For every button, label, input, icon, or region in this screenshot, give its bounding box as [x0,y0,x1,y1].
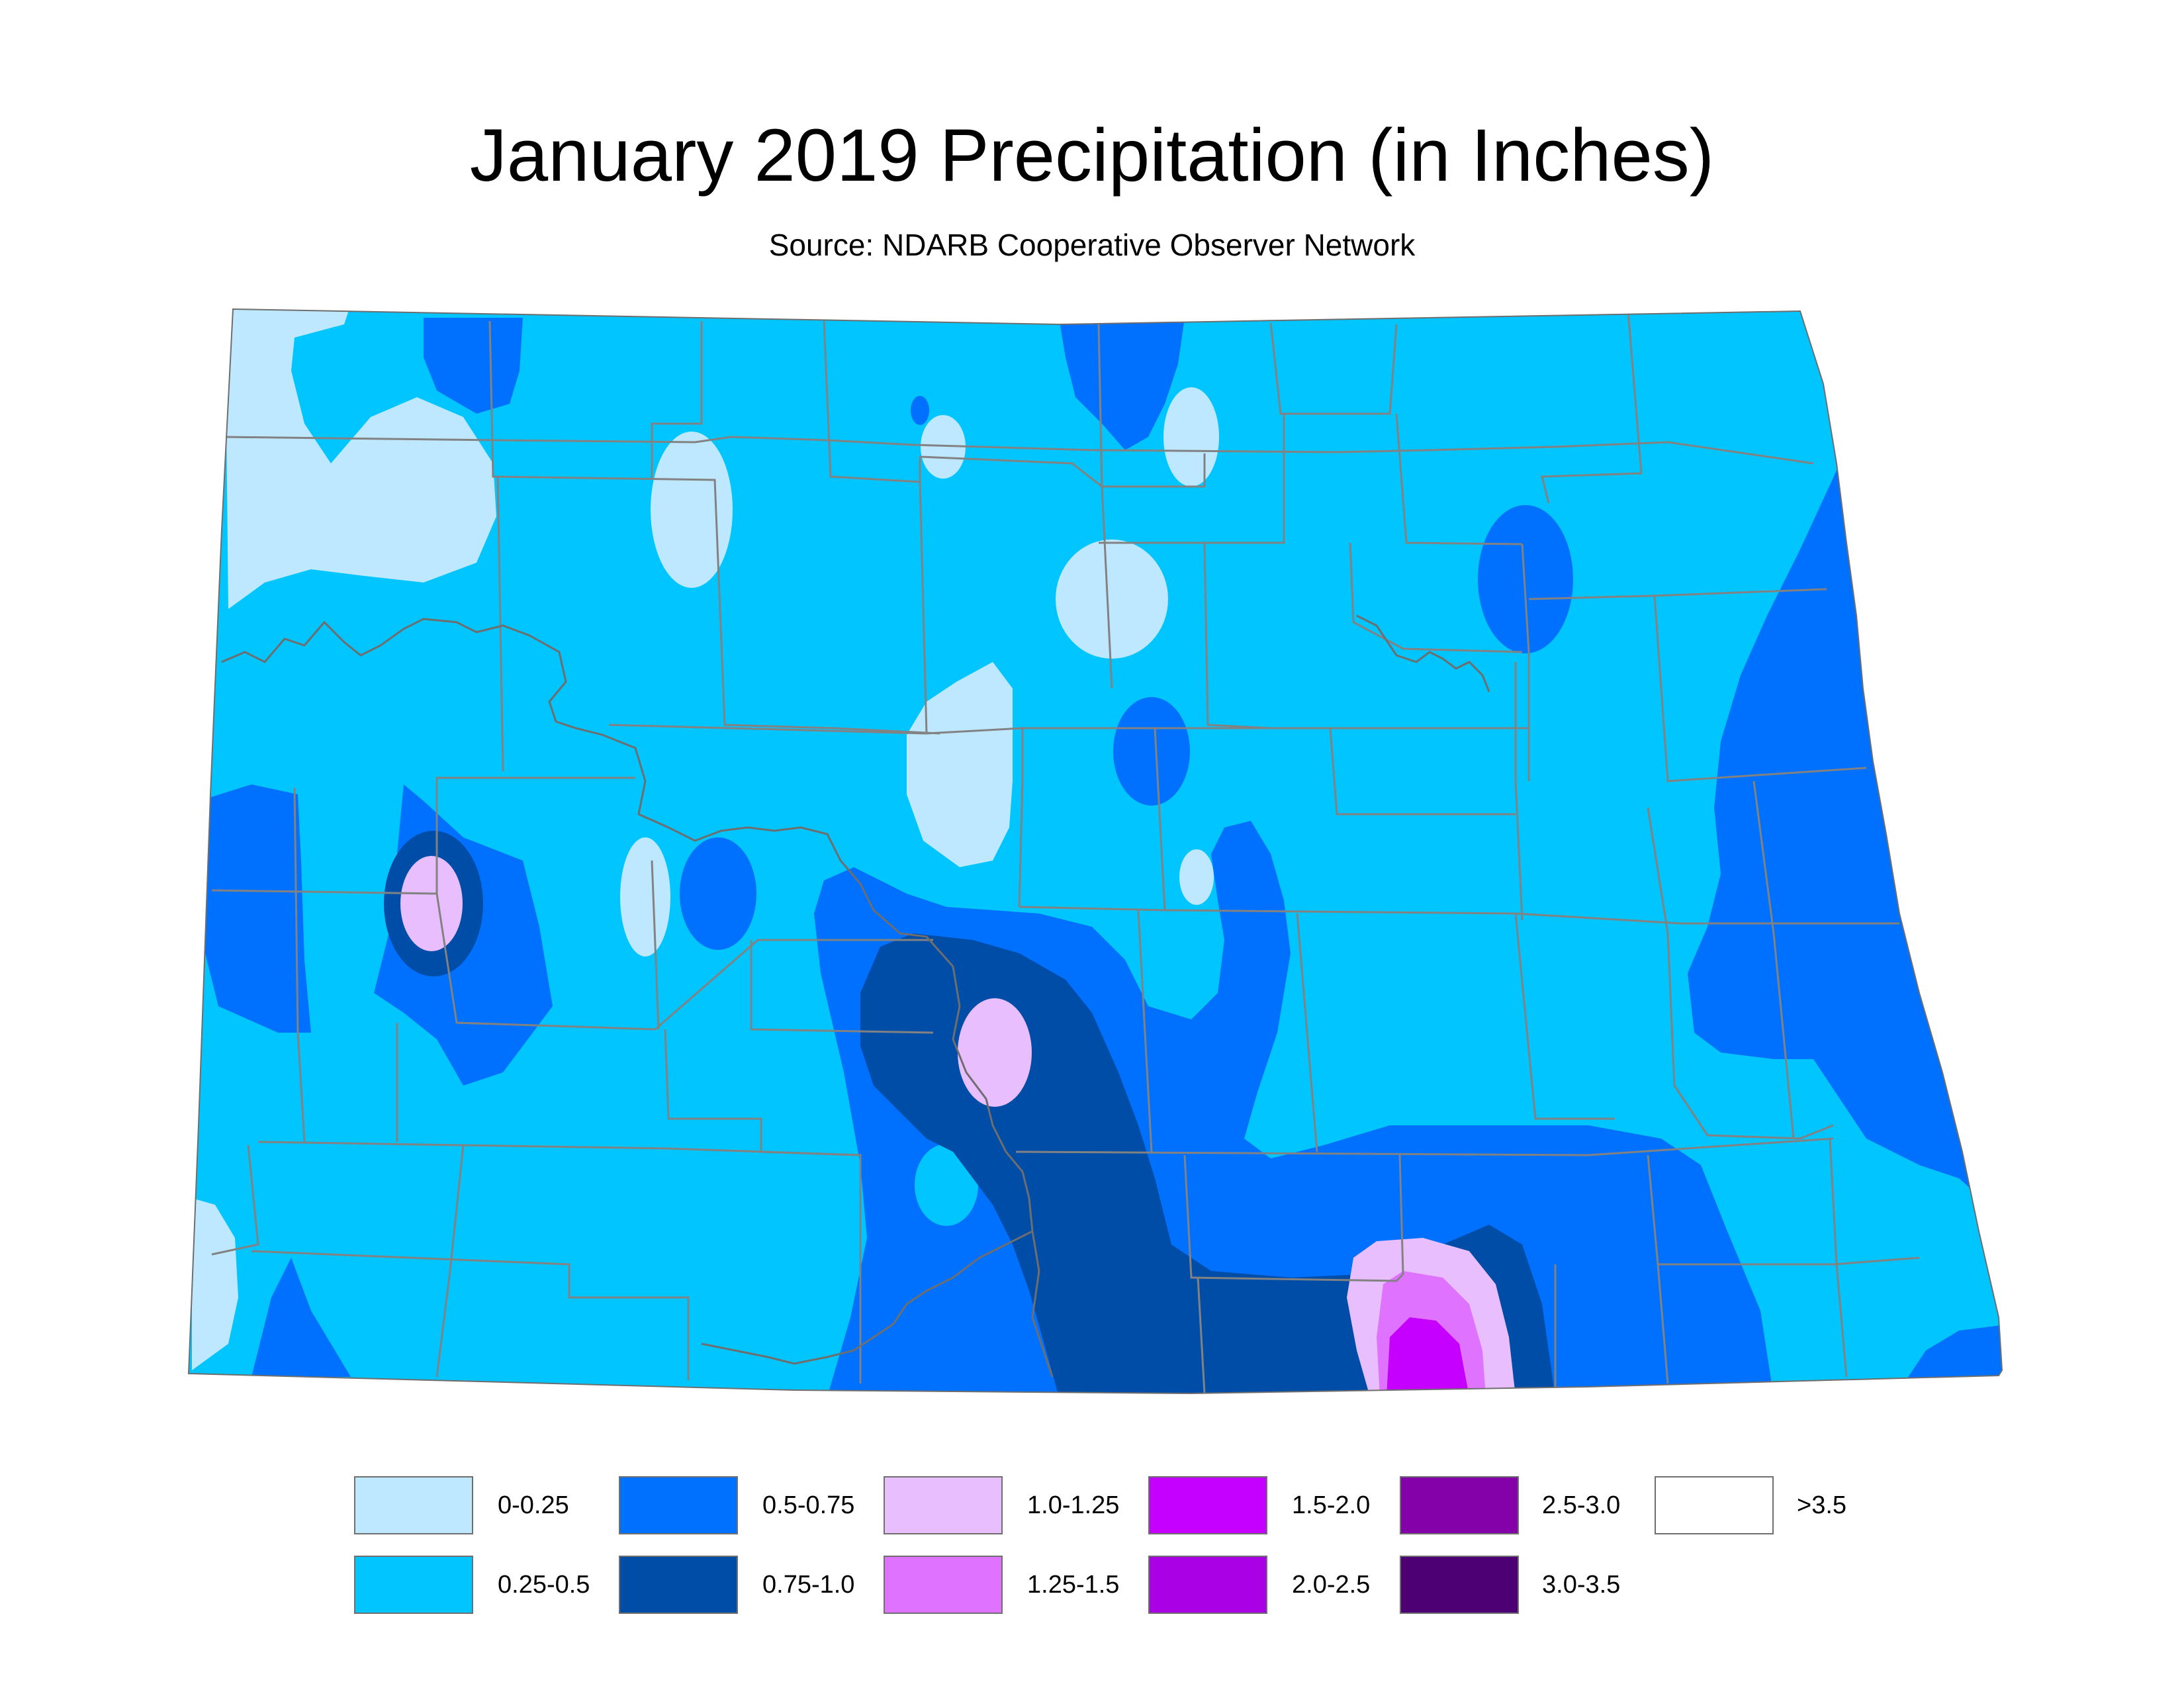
county-line [1197,1277,1206,1393]
zone-05-075-north-dot [911,396,929,425]
legend-label: 2.0-2.5 [1292,1571,1371,1599]
county-lines [211,310,1920,1393]
county-line [1657,1264,1669,1384]
zone-15-20-southeast [1387,1317,1469,1393]
county-line [1296,913,1318,1152]
legend-swatch-20-25 [1148,1556,1267,1614]
rivers [221,614,1490,1378]
zone-0-025-northwest [225,309,496,609]
county-line [1183,1154,1404,1282]
county-line [664,1029,862,1383]
county-line [1395,413,1523,545]
legend-swatch-25-30 [1400,1476,1519,1534]
zone-05-075-north-1 [424,318,523,414]
county-line [211,1145,259,1256]
county-line [1203,542,1271,729]
legend-swatch-30-35 [1400,1556,1519,1614]
zone-0-025-southwest [192,1198,238,1370]
legend-label: 0.5-0.75 [762,1491,855,1519]
legend-label: >3.5 [1797,1491,1847,1519]
zone-0-025-blob-4 [1056,539,1168,659]
legend-swatch-075-10 [619,1556,738,1614]
county-line [1653,595,1867,782]
map-source: Source: NDARB Cooperative Observer Netwo… [768,228,1416,262]
zone-025-05-hole [915,1144,978,1226]
zone-10-125-west [400,856,463,951]
legend-swatch-gt-35 [1655,1476,1774,1534]
legend-label: 2.5-3.0 [1542,1491,1621,1519]
county-line [919,481,928,734]
souris-river [1356,614,1490,692]
county-line [823,320,921,483]
zone-05-075-center [1113,697,1190,806]
legend-label: 0-0.25 [498,1491,569,1519]
zone-0-025-blob-1 [651,432,733,588]
county-line [257,1141,861,1156]
county-line [496,476,504,772]
legend-swatch-025-05 [354,1556,473,1614]
county-line [1097,324,1103,487]
county-line [435,1145,465,1378]
county-line [435,893,933,1031]
county-line [1101,486,1113,689]
county-line [251,1250,690,1380]
zone-0-025-blob-3 [1163,387,1219,487]
county-line [1647,1154,1920,1266]
zone-05-075-north-2 [1059,318,1185,450]
zone-0-025-blob-6 [620,837,670,957]
zone-05-075-west [199,784,311,1033]
zone-0-025-blob-2 [921,415,966,479]
county-line [1829,1138,1848,1378]
county-line [488,320,940,735]
county-line [1099,414,1285,544]
county-line [1015,1137,1834,1156]
county-line [1137,910,1153,1152]
county-line [1398,1154,1404,1275]
county-line [1752,780,1795,1139]
county-line [221,436,1814,465]
missouri-river [221,618,1054,1378]
legend-swatch-05-075 [619,1476,738,1534]
county-line [651,860,660,1030]
county-line [1521,543,1530,781]
zone-05-075-southeast-corner [1906,1324,2002,1383]
lake-oahe-branch [701,1230,1033,1365]
zone-05-075-west-center [680,837,756,950]
legend-label: 0.75-1.0 [762,1571,855,1599]
zone-05-075-southwest [251,1258,351,1377]
county-line [651,321,703,480]
zone-10-125-central [958,998,1032,1107]
legend-swatch-0-025 [354,1476,473,1534]
map-title: January 2019 Precipitation (in Inches) [469,114,1715,197]
legend-label: 1.5-2.0 [1292,1491,1371,1519]
zone-05-075-northeast [1478,505,1573,653]
legend-label: 3.0-3.5 [1542,1571,1621,1599]
county-line [750,940,934,1034]
county-line [1647,807,1834,1140]
county-line [1329,727,1516,816]
county-line [1154,727,1166,911]
legend-swatch-125-15 [884,1556,1003,1614]
legend-label: 1.25-1.5 [1027,1571,1120,1599]
county-line [1349,542,1523,653]
county-line [1541,310,1643,504]
zone-0-025-blob-5 [907,662,1013,867]
county-line [1269,322,1398,415]
county-line [1514,662,1524,921]
legend-label: 1.0-1.25 [1027,1491,1120,1519]
legend-swatch-10-125 [884,1476,1003,1534]
county-line [1514,913,1615,1120]
county-line [293,787,306,1143]
state-boundary [187,308,2003,1395]
legend-swatch-15-20 [1148,1476,1267,1534]
county-line [211,776,635,895]
legend-label: 0.25-0.5 [498,1571,590,1599]
zone-0-025-blob-7 [1179,849,1214,905]
